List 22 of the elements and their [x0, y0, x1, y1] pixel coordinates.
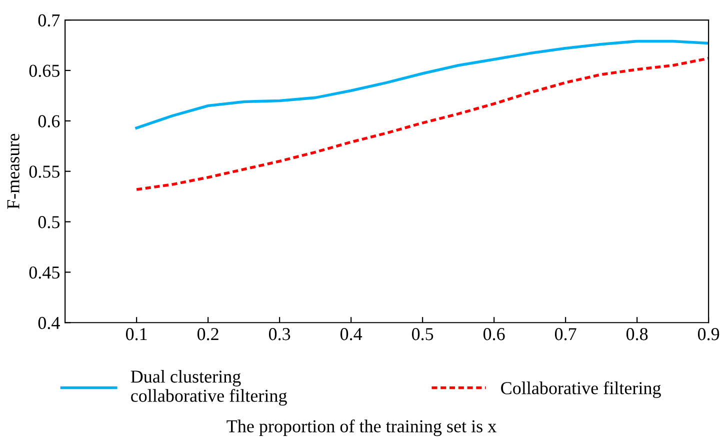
y-tick-label: 0.65	[29, 64, 60, 77]
x-tick-label: 0.6	[483, 328, 505, 340]
y-tick-label: 0.5	[38, 216, 60, 228]
y-tick-label: 0.45	[29, 266, 60, 279]
y-tick-label: 0.6	[38, 115, 60, 128]
line-series	[135, 40, 709, 130]
x-tick-label: 0.2	[197, 328, 218, 340]
x-tick-label: 0.5	[412, 328, 434, 340]
x-tick-label: 0.1	[126, 328, 147, 340]
y-tick-label: 0.4	[38, 316, 60, 330]
legend-label: Collaborative filtering	[501, 381, 661, 398]
legend-label: Dual clustering collaborative filtering	[130, 370, 287, 406]
x-tick-label: 0.7	[554, 328, 576, 340]
x-tick-label: 0.3	[268, 328, 290, 340]
x-tick-label: 0.9	[698, 328, 720, 340]
line-series	[135, 56, 709, 191]
x-tick-label: 0.8	[626, 328, 648, 340]
x-tick-label: 0.4	[340, 328, 362, 340]
x-axis-title: The proportion of the training set is x	[226, 419, 496, 436]
y-axis-title: F-measure	[7, 134, 20, 209]
y-tick-label: 0.55	[29, 166, 60, 178]
y-tick-label: 0.7	[38, 14, 60, 27]
